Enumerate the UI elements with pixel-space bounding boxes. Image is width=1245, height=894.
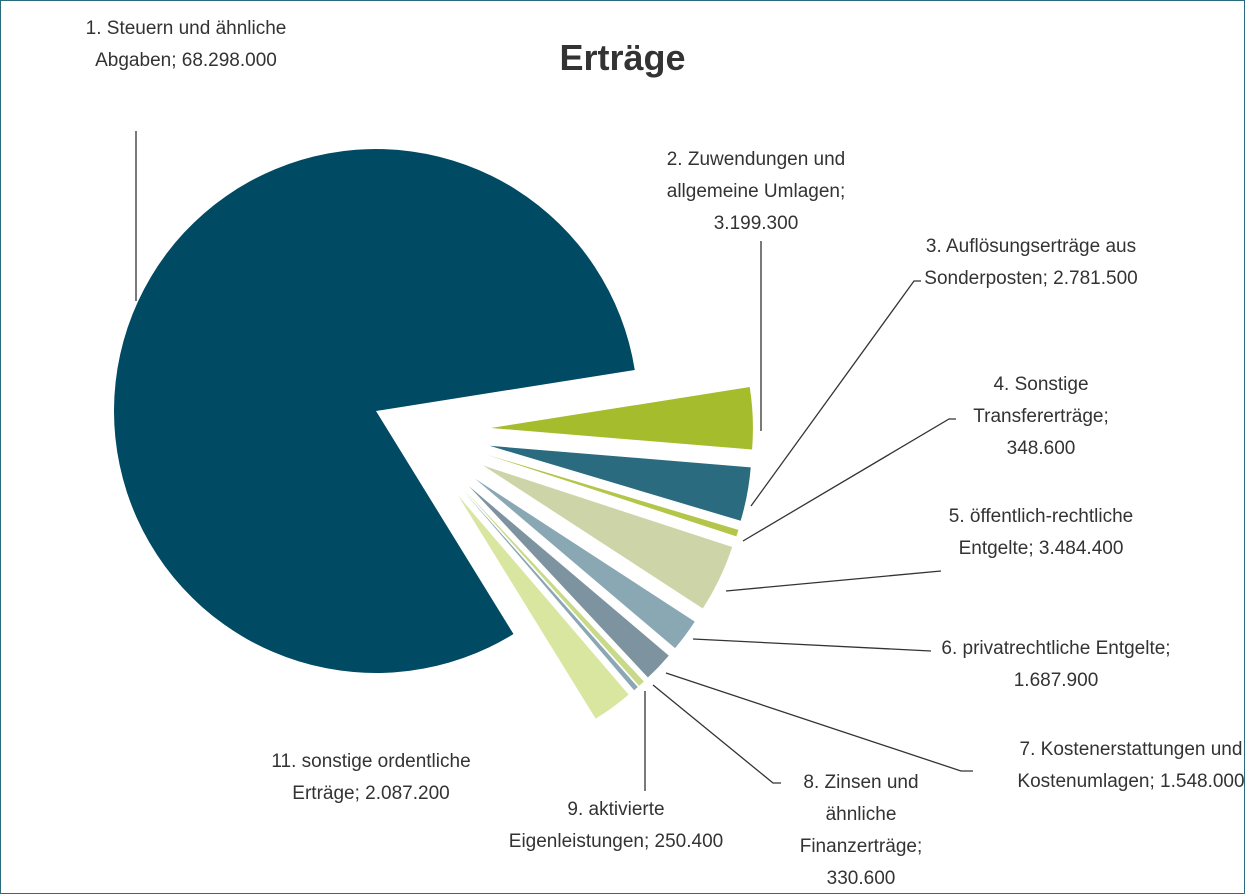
pie-slice: [489, 445, 751, 521]
data-label: 3. Auflösungserträge aus Sonderposten; 2…: [911, 231, 1151, 295]
leader-lines: [135, 131, 973, 791]
data-label: 2. Zuwendungen und allgemeine Umlagen; 3…: [626, 144, 886, 240]
leader-line: [742, 418, 956, 542]
leader-line: [652, 684, 781, 784]
pie-slice: [458, 495, 629, 719]
category-label: 9. aktivierte Eigenleistungen;: [508, 799, 665, 852]
leader-line: [725, 570, 942, 592]
category-label: 11. sonstige ordentliche Erträge;: [271, 751, 471, 804]
leader-line: [665, 672, 973, 772]
category-label: 1. Steuern und ähnliche Abgaben;: [85, 18, 287, 71]
category-label: 5. öffentlich-rechtliche Entgelte;: [948, 506, 1134, 559]
pie-slice: [463, 491, 638, 691]
pie-slice: [475, 478, 695, 649]
data-label: 7. Kostenerstattungen und Kostenumlagen;…: [1006, 734, 1245, 798]
value-label: 330.600: [826, 868, 896, 889]
pie-slice: [468, 486, 669, 678]
category-label: 8. Zinsen und ähnliche Finanzerträge;: [799, 772, 923, 857]
value-label: 2.781.500: [1053, 268, 1138, 289]
pie-slice: [114, 149, 635, 674]
category-label: 7. Kostenerstattungen und Kostenumlagen;: [1017, 739, 1243, 792]
data-label: 9. aktivierte Eigenleistungen; 250.400: [506, 794, 726, 858]
leader-line: [750, 280, 921, 507]
pie-slice: [464, 490, 644, 686]
data-label: 1. Steuern und ähnliche Abgaben; 68.298.…: [66, 13, 306, 77]
value-label: 1.687.900: [1013, 670, 1099, 691]
value-label: 2.087.200: [365, 783, 450, 804]
chart-title: Erträge: [559, 37, 686, 78]
data-label: 8. Zinsen und ähnliche Finanzerträge; 33…: [766, 767, 956, 893]
pie-slice: [490, 387, 753, 450]
data-label: 5. öffentlich-rechtliche Entgelte; 3.484…: [926, 501, 1156, 565]
data-label: 6. privatrechtliche Entgelte; 1.687.900: [931, 633, 1181, 697]
value-label: 250.400: [654, 831, 724, 852]
data-label: 11. sonstige ordentliche Erträge; 2.087.…: [251, 746, 491, 810]
value-label: 3.199.300: [713, 213, 799, 234]
value-label: 3.484.400: [1038, 538, 1124, 559]
category-label: 3. Auflösungserträge aus Sonderposten;: [924, 236, 1137, 289]
leader-line: [692, 638, 932, 652]
pie-slice: [483, 465, 733, 609]
data-label: 4. Sonstige Transfererträge; 348.600: [941, 369, 1141, 465]
pie-slice: [487, 454, 739, 537]
value-label: 68.298.000: [181, 50, 277, 71]
category-label: 2. Zuwendungen und allgemeine Umlagen;: [666, 149, 846, 202]
value-label: 1.548.000: [1160, 771, 1245, 792]
value-label: 348.600: [1006, 438, 1076, 459]
category-label: 6. privatrechtliche Entgelte;: [941, 638, 1171, 659]
category-label: 4. Sonstige Transfererträge;: [973, 374, 1109, 427]
